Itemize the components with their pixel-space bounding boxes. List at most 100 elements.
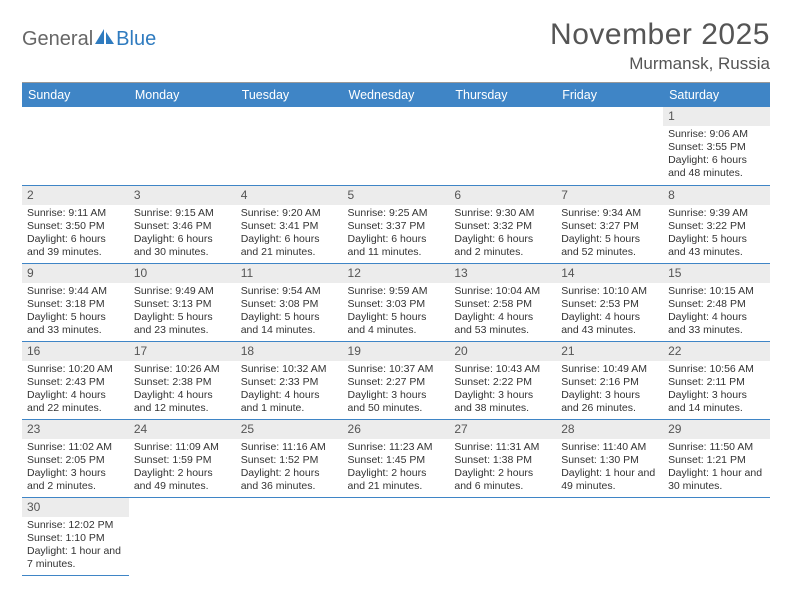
- day-details: Sunrise: 10:20 AMSunset: 2:43 PMDaylight…: [22, 361, 129, 419]
- day-dl: Daylight: 2 hours and 49 minutes.: [134, 467, 231, 493]
- day-ss: Sunset: 2:27 PM: [348, 376, 445, 389]
- day-details: Sunrise: 11:23 AMSunset: 1:45 PMDaylight…: [343, 439, 450, 497]
- day-dl: Daylight: 3 hours and 2 minutes.: [27, 467, 124, 493]
- calendar-empty: [556, 107, 663, 185]
- calendar-day: 17Sunrise: 10:26 AMSunset: 2:38 PMDaylig…: [129, 341, 236, 419]
- day-dl: Daylight: 3 hours and 14 minutes.: [668, 389, 765, 415]
- day-dl: Daylight: 5 hours and 4 minutes.: [348, 311, 445, 337]
- day-details: Sunrise: 11:02 AMSunset: 2:05 PMDaylight…: [22, 439, 129, 497]
- day-number: 1: [663, 107, 770, 126]
- day-sr: Sunrise: 10:10 AM: [561, 285, 658, 298]
- day-ss: Sunset: 3:18 PM: [27, 298, 124, 311]
- day-dl: Daylight: 1 hour and 7 minutes.: [27, 545, 124, 571]
- day-details: Sunrise: 11:31 AMSunset: 1:38 PMDaylight…: [449, 439, 556, 497]
- day-number: 24: [129, 420, 236, 439]
- calendar-day: 15Sunrise: 10:15 AMSunset: 2:48 PMDaylig…: [663, 263, 770, 341]
- day-dl: Daylight: 3 hours and 38 minutes.: [454, 389, 551, 415]
- day-ss: Sunset: 2:58 PM: [454, 298, 551, 311]
- day-number: 11: [236, 264, 343, 283]
- day-details: Sunrise: 12:02 PMSunset: 1:10 PMDaylight…: [22, 517, 129, 575]
- day-details: Sunrise: 10:37 AMSunset: 2:27 PMDaylight…: [343, 361, 450, 419]
- day-ss: Sunset: 3:03 PM: [348, 298, 445, 311]
- calendar-day: 23Sunrise: 11:02 AMSunset: 2:05 PMDaylig…: [22, 419, 129, 497]
- day-sr: Sunrise: 11:09 AM: [134, 441, 231, 454]
- day-ss: Sunset: 3:22 PM: [668, 220, 765, 233]
- day-ss: Sunset: 3:08 PM: [241, 298, 338, 311]
- month-title: November 2025: [550, 18, 770, 52]
- calendar-day: 12Sunrise: 9:59 AMSunset: 3:03 PMDayligh…: [343, 263, 450, 341]
- day-ss: Sunset: 3:32 PM: [454, 220, 551, 233]
- day-sr: Sunrise: 9:49 AM: [134, 285, 231, 298]
- day-details: Sunrise: 9:54 AMSunset: 3:08 PMDaylight:…: [236, 283, 343, 341]
- day-ss: Sunset: 2:22 PM: [454, 376, 551, 389]
- day-number: 23: [22, 420, 129, 439]
- calendar-empty: [343, 497, 450, 575]
- day-ss: Sunset: 2:48 PM: [668, 298, 765, 311]
- day-dl: Daylight: 5 hours and 14 minutes.: [241, 311, 338, 337]
- day-number: 20: [449, 342, 556, 361]
- weekday-header: Saturday: [663, 83, 770, 107]
- day-number: 3: [129, 186, 236, 205]
- calendar-day: 7Sunrise: 9:34 AMSunset: 3:27 PMDaylight…: [556, 185, 663, 263]
- location: Murmansk, Russia: [550, 54, 770, 74]
- day-details: Sunrise: 11:50 AMSunset: 1:21 PMDaylight…: [663, 439, 770, 497]
- day-number: 29: [663, 420, 770, 439]
- calendar-day: 5Sunrise: 9:25 AMSunset: 3:37 PMDaylight…: [343, 185, 450, 263]
- day-number: 19: [343, 342, 450, 361]
- calendar-empty: [236, 107, 343, 185]
- day-dl: Daylight: 2 hours and 36 minutes.: [241, 467, 338, 493]
- day-details: Sunrise: 11:40 AMSunset: 1:30 PMDaylight…: [556, 439, 663, 497]
- calendar-day: 13Sunrise: 10:04 AMSunset: 2:58 PMDaylig…: [449, 263, 556, 341]
- day-details: Sunrise: 9:25 AMSunset: 3:37 PMDaylight:…: [343, 205, 450, 263]
- day-sr: Sunrise: 9:59 AM: [348, 285, 445, 298]
- day-ss: Sunset: 1:45 PM: [348, 454, 445, 467]
- day-dl: Daylight: 4 hours and 1 minute.: [241, 389, 338, 415]
- day-number: 16: [22, 342, 129, 361]
- calendar-day: 27Sunrise: 11:31 AMSunset: 1:38 PMDaylig…: [449, 419, 556, 497]
- day-number: 9: [22, 264, 129, 283]
- day-details: Sunrise: 9:34 AMSunset: 3:27 PMDaylight:…: [556, 205, 663, 263]
- calendar-row: 23Sunrise: 11:02 AMSunset: 2:05 PMDaylig…: [22, 419, 770, 497]
- calendar-day: 21Sunrise: 10:49 AMSunset: 2:16 PMDaylig…: [556, 341, 663, 419]
- calendar-empty: [236, 497, 343, 575]
- weekday-header: Friday: [556, 83, 663, 107]
- day-number: 10: [129, 264, 236, 283]
- calendar-row: 30Sunrise: 12:02 PMSunset: 1:10 PMDaylig…: [22, 497, 770, 575]
- day-sr: Sunrise: 10:26 AM: [134, 363, 231, 376]
- day-number: 6: [449, 186, 556, 205]
- logo-text-1: General: [22, 28, 93, 51]
- day-dl: Daylight: 4 hours and 33 minutes.: [668, 311, 765, 337]
- day-dl: Daylight: 2 hours and 21 minutes.: [348, 467, 445, 493]
- day-ss: Sunset: 2:53 PM: [561, 298, 658, 311]
- day-ss: Sunset: 1:10 PM: [27, 532, 124, 545]
- day-dl: Daylight: 6 hours and 30 minutes.: [134, 233, 231, 259]
- weekday-header: Monday: [129, 83, 236, 107]
- day-dl: Daylight: 5 hours and 43 minutes.: [668, 233, 765, 259]
- day-number: 13: [449, 264, 556, 283]
- day-dl: Daylight: 4 hours and 43 minutes.: [561, 311, 658, 337]
- day-number: 17: [129, 342, 236, 361]
- day-dl: Daylight: 2 hours and 6 minutes.: [454, 467, 551, 493]
- day-ss: Sunset: 1:21 PM: [668, 454, 765, 467]
- day-sr: Sunrise: 11:50 AM: [668, 441, 765, 454]
- day-details: Sunrise: 9:44 AMSunset: 3:18 PMDaylight:…: [22, 283, 129, 341]
- calendar-empty: [343, 107, 450, 185]
- day-number: 7: [556, 186, 663, 205]
- day-number: 15: [663, 264, 770, 283]
- day-details: Sunrise: 10:56 AMSunset: 2:11 PMDaylight…: [663, 361, 770, 419]
- day-ss: Sunset: 3:13 PM: [134, 298, 231, 311]
- weekday-header: Sunday: [22, 83, 129, 107]
- day-ss: Sunset: 2:16 PM: [561, 376, 658, 389]
- day-number: 30: [22, 498, 129, 517]
- day-details: Sunrise: 11:16 AMSunset: 1:52 PMDaylight…: [236, 439, 343, 497]
- day-sr: Sunrise: 9:06 AM: [668, 128, 765, 141]
- calendar-day: 16Sunrise: 10:20 AMSunset: 2:43 PMDaylig…: [22, 341, 129, 419]
- day-number: 14: [556, 264, 663, 283]
- day-details: Sunrise: 10:15 AMSunset: 2:48 PMDaylight…: [663, 283, 770, 341]
- day-sr: Sunrise: 11:31 AM: [454, 441, 551, 454]
- day-details: Sunrise: 9:49 AMSunset: 3:13 PMDaylight:…: [129, 283, 236, 341]
- day-sr: Sunrise: 10:04 AM: [454, 285, 551, 298]
- calendar-day: 4Sunrise: 9:20 AMSunset: 3:41 PMDaylight…: [236, 185, 343, 263]
- calendar-day: 26Sunrise: 11:23 AMSunset: 1:45 PMDaylig…: [343, 419, 450, 497]
- day-sr: Sunrise: 11:23 AM: [348, 441, 445, 454]
